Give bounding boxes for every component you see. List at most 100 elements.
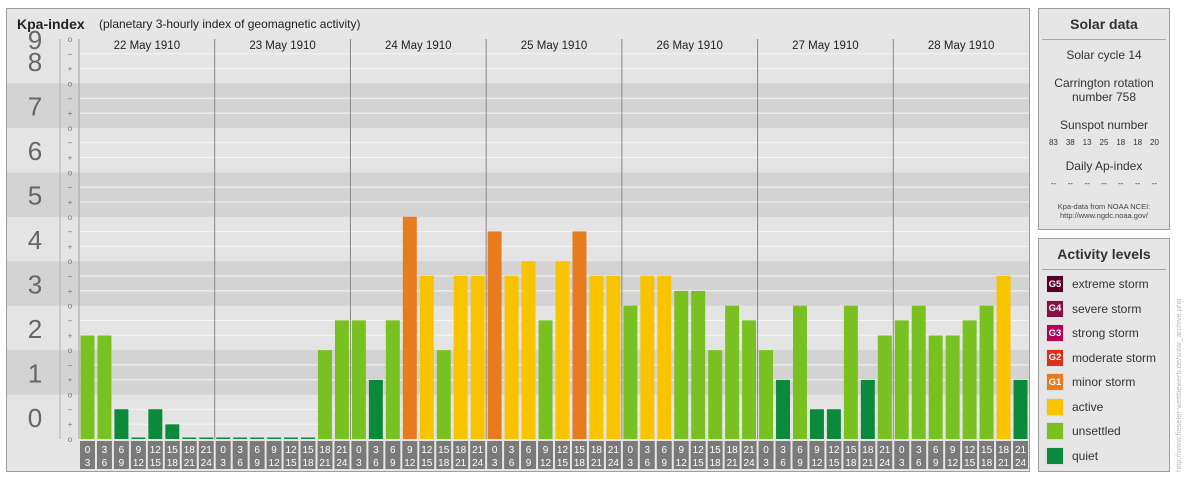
day-label: 22 May 1910: [114, 40, 181, 52]
interval-box: [673, 441, 689, 469]
interval-end-label: 12: [404, 458, 416, 469]
interval-end-label: 18: [710, 458, 722, 469]
legend-swatch: G2: [1046, 348, 1064, 367]
legend-swatch: [1046, 446, 1064, 465]
level-band: [7, 172, 1029, 217]
interval-start-label: 6: [797, 445, 803, 456]
interval-end-label: 12: [269, 458, 281, 469]
interval-start-label: 21: [336, 445, 348, 456]
interval-box: [843, 441, 859, 469]
kp-bar: [504, 275, 519, 439]
interval-box: [368, 441, 384, 469]
kp-bar: [843, 305, 858, 439]
legend-label: quiet: [1072, 448, 1099, 463]
interval-end-label: 18: [845, 458, 857, 469]
interval-start-label: 6: [254, 445, 260, 456]
interval-end-label: 6: [645, 458, 651, 469]
interval-box: [164, 441, 180, 469]
kp-bar: [776, 379, 790, 439]
interval-end-label: 6: [102, 458, 108, 469]
kp-bar: [402, 216, 417, 439]
interval-end-label: 21: [184, 458, 196, 469]
kp-bar: [199, 437, 214, 439]
interval-box: [741, 441, 757, 469]
sunspot-values: 83 38 13 25 18 18 20: [1039, 138, 1169, 147]
kp-bar: [674, 291, 689, 439]
interval-start-label: 3: [509, 445, 515, 456]
kp-bar: [572, 231, 587, 439]
interval-end-label: 21: [455, 458, 467, 469]
day-label: 24 May 1910: [385, 40, 452, 52]
kp-bar: [521, 261, 536, 439]
interval-box: [639, 441, 655, 469]
carrington-rotation-line1: Carrington rotation: [1054, 76, 1154, 90]
y-tick-label: 3: [28, 269, 42, 299]
interval-start-label: 0: [85, 445, 91, 456]
level-band: [7, 83, 1029, 128]
kp-bar: [759, 350, 774, 439]
legend-swatch: G1: [1046, 373, 1064, 392]
legend-swatch: G3: [1046, 324, 1064, 343]
chart-title: Kpa-index: [17, 16, 85, 32]
sunspot-value: 38: [1065, 138, 1075, 147]
y-tick-label: 2: [28, 314, 42, 344]
interval-box: [792, 441, 808, 469]
interval-box: [860, 441, 876, 469]
interval-end-label: 15: [421, 458, 433, 469]
legend-item: active: [1039, 395, 1169, 420]
kp-bar: [742, 320, 757, 439]
y-minor-mark: o: [68, 213, 73, 222]
ap-value: --: [1084, 179, 1090, 188]
sunspot-value: 25: [1099, 138, 1109, 147]
kp-bar: [284, 437, 299, 439]
data-source-line1: Kpa-data from NOAA NCEI:: [1057, 202, 1151, 211]
kp-bar: [623, 305, 638, 439]
interval-end-label: 3: [628, 458, 634, 469]
kp-bar: [809, 409, 824, 439]
interval-box: [385, 441, 401, 469]
interval-box: [113, 441, 129, 469]
interval-start-label: 12: [964, 445, 976, 456]
interval-start-label: 3: [237, 445, 243, 456]
y-tick-label: 0: [28, 403, 42, 433]
interval-end-label: 6: [373, 458, 379, 469]
y-minor-mark: −: [68, 139, 73, 148]
y-minor-mark: o: [68, 79, 73, 88]
y-tick-label: 7: [28, 92, 42, 122]
ap-value: --: [1050, 179, 1057, 188]
interval-box: [470, 441, 486, 469]
y-tick-label: 5: [28, 181, 42, 211]
kp-bar: [589, 275, 604, 439]
interval-start-label: 21: [608, 445, 620, 456]
kp-bar: [385, 320, 400, 439]
interval-start-label: 3: [780, 445, 786, 456]
y-tick-label: 8: [28, 47, 42, 77]
interval-start-label: 18: [862, 445, 874, 456]
interval-box: [487, 441, 503, 469]
interval-end-label: 15: [693, 458, 705, 469]
kp-bar: [555, 261, 570, 439]
kpa-chart-panel: 0 1 2 3 4 5 6 7 8 9 o + − o + − o + − o + − o + − o + − o + − o + − o + − o 22…: [6, 8, 1030, 472]
interval-end-label: 6: [509, 458, 515, 469]
interval-end-label: 15: [557, 458, 569, 469]
kp-bar: [453, 275, 468, 439]
legend-swatch: G4: [1046, 299, 1064, 318]
y-minor-mark: +: [68, 420, 73, 429]
ap-value: --: [1067, 179, 1073, 188]
kp-bar: [979, 305, 994, 439]
y-minor-mark: −: [68, 94, 73, 103]
interval-end-label: 15: [828, 458, 840, 469]
interval-start-label: 18: [455, 445, 467, 456]
kp-bar: [1013, 379, 1028, 439]
source-watermark: http://www.fieseler-wettbewerb.de/solar_…: [1174, 298, 1183, 472]
kp-bar: [657, 275, 672, 439]
legend-label: unsettled: [1072, 424, 1121, 439]
interval-end-label: 24: [608, 458, 620, 469]
interval-end-label: 24: [201, 458, 213, 469]
y-minor-mark: +: [68, 198, 73, 207]
legend-item: G2 moderate storm: [1039, 346, 1169, 371]
interval-end-label: 24: [336, 458, 348, 469]
interval-start-label: 6: [933, 445, 939, 456]
legend-item: G3 strong storm: [1039, 321, 1169, 346]
interval-start-label: 18: [319, 445, 331, 456]
